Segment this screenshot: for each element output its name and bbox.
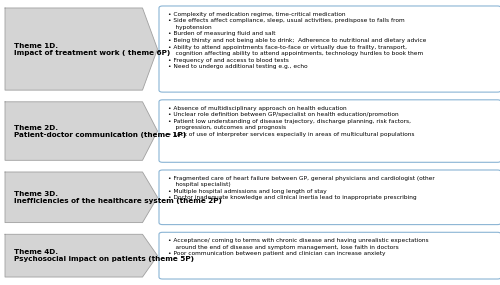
Polygon shape	[5, 8, 158, 90]
FancyBboxPatch shape	[159, 100, 500, 162]
Polygon shape	[5, 234, 158, 277]
FancyBboxPatch shape	[159, 170, 500, 225]
Text: • Acceptance/ coming to terms with chronic disease and having unrealistic expect: • Acceptance/ coming to terms with chron…	[168, 238, 428, 256]
Text: Theme 3D.
Inefficiencies of the healthcare system (theme 2P): Theme 3D. Inefficiencies of the healthca…	[14, 191, 222, 204]
Text: Theme 1D.
Impact of treatment work ( theme 6P): Theme 1D. Impact of treatment work ( the…	[14, 42, 170, 56]
Text: Theme 2D.
Patient-doctor communication (theme 1P): Theme 2D. Patient-doctor communication (…	[14, 125, 186, 138]
Text: • Absence of multidisciplinary approach on health education
• Unclear role defin: • Absence of multidisciplinary approach …	[168, 105, 414, 137]
FancyBboxPatch shape	[159, 232, 500, 279]
Polygon shape	[5, 172, 158, 223]
Text: • Complexity of medication regime, time-critical medication
• Side effects affec: • Complexity of medication regime, time-…	[168, 12, 426, 70]
Text: • Fragmented care of heart failure between GP, general physicians and cardiologi: • Fragmented care of heart failure betwe…	[168, 176, 434, 200]
FancyBboxPatch shape	[159, 6, 500, 92]
Text: Theme 4D.
Psychosocial impact on patients (theme 5P): Theme 4D. Psychosocial impact on patient…	[14, 249, 194, 262]
Polygon shape	[5, 102, 158, 160]
